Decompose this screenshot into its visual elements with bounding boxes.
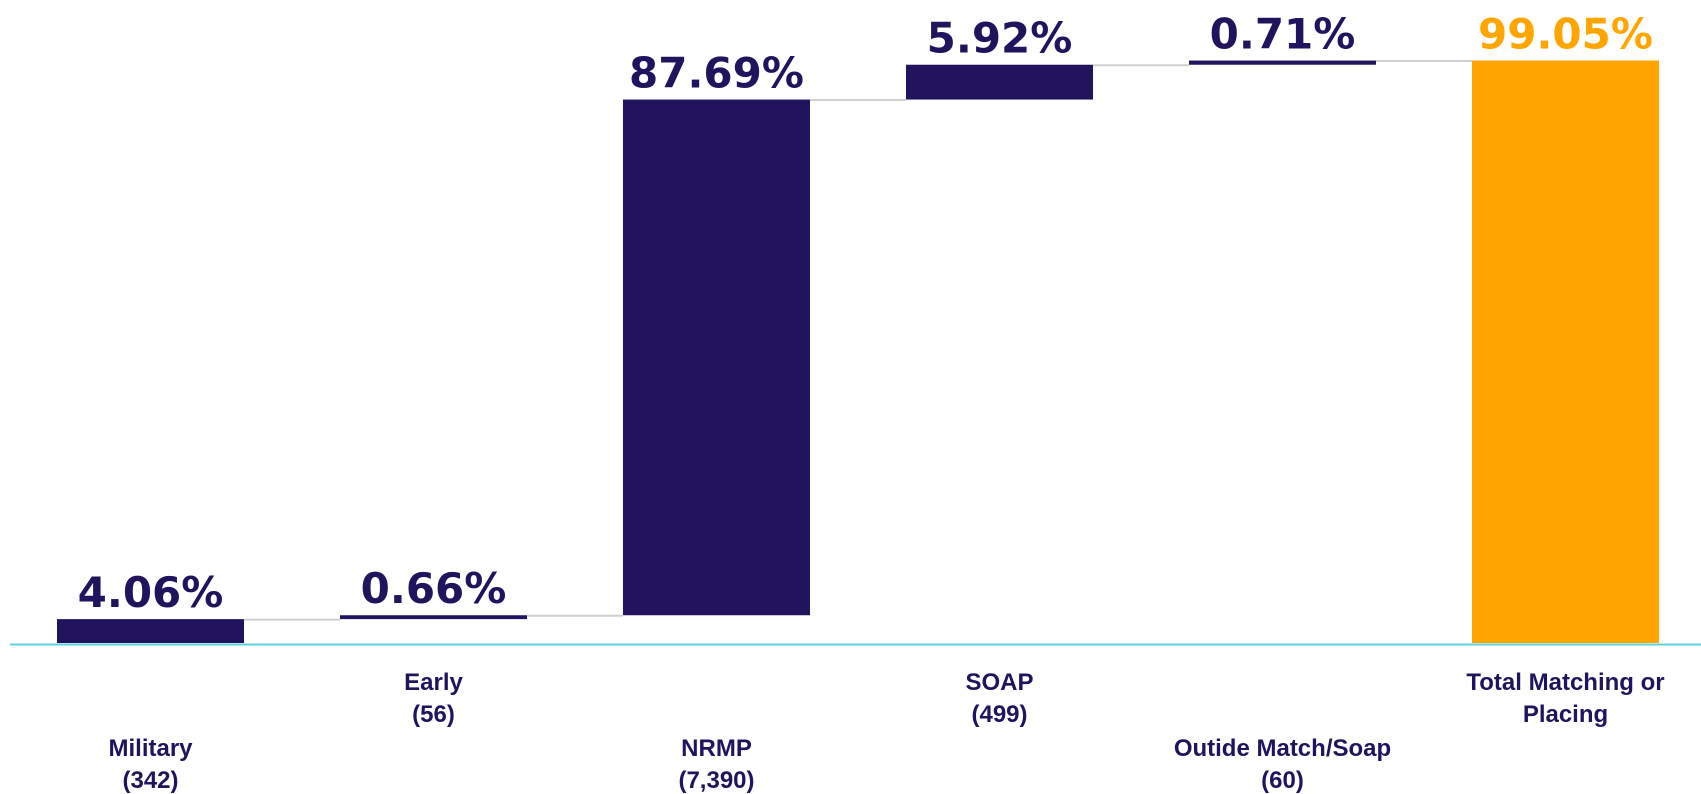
connector-lines [244,60,1472,621]
bar-outide-match-soap [1189,60,1376,65]
category-label: Outide Match/Soap [1174,735,1391,762]
category-label: NRMP [681,735,752,762]
category-label: Total Matching or [1466,669,1664,696]
value-label: 4.06% [78,568,224,617]
value-label: 99.05% [1478,10,1653,59]
category-count: (60) [1261,767,1304,794]
category-count: (56) [412,701,455,728]
bar-early [340,615,527,620]
category-count: (499) [971,701,1027,728]
bar-total-matching-or-placing [1472,60,1659,643]
bars [57,60,1659,643]
value-labels: 4.06% 0.66% 87.69% 5.92% 0.71% 99.05% [78,10,1653,618]
category-label: SOAP [965,669,1033,696]
value-label: 0.71% [1210,10,1356,59]
value-label: 0.66% [361,564,507,613]
value-label: 5.92% [927,14,1073,63]
category-labels: Military (342) Early (56) NRMP (7,390) SOAP (49… [108,669,1664,794]
bar-military [57,619,244,643]
category-count: (342) [122,767,178,794]
category-label: Placing [1523,701,1608,728]
category-label: Military [108,735,193,762]
value-label: 87.69% [629,49,804,98]
category-label: Early [404,669,463,696]
bar-nrmp [623,99,810,616]
category-count: (7,390) [678,767,754,794]
bar-soap [906,64,1093,100]
